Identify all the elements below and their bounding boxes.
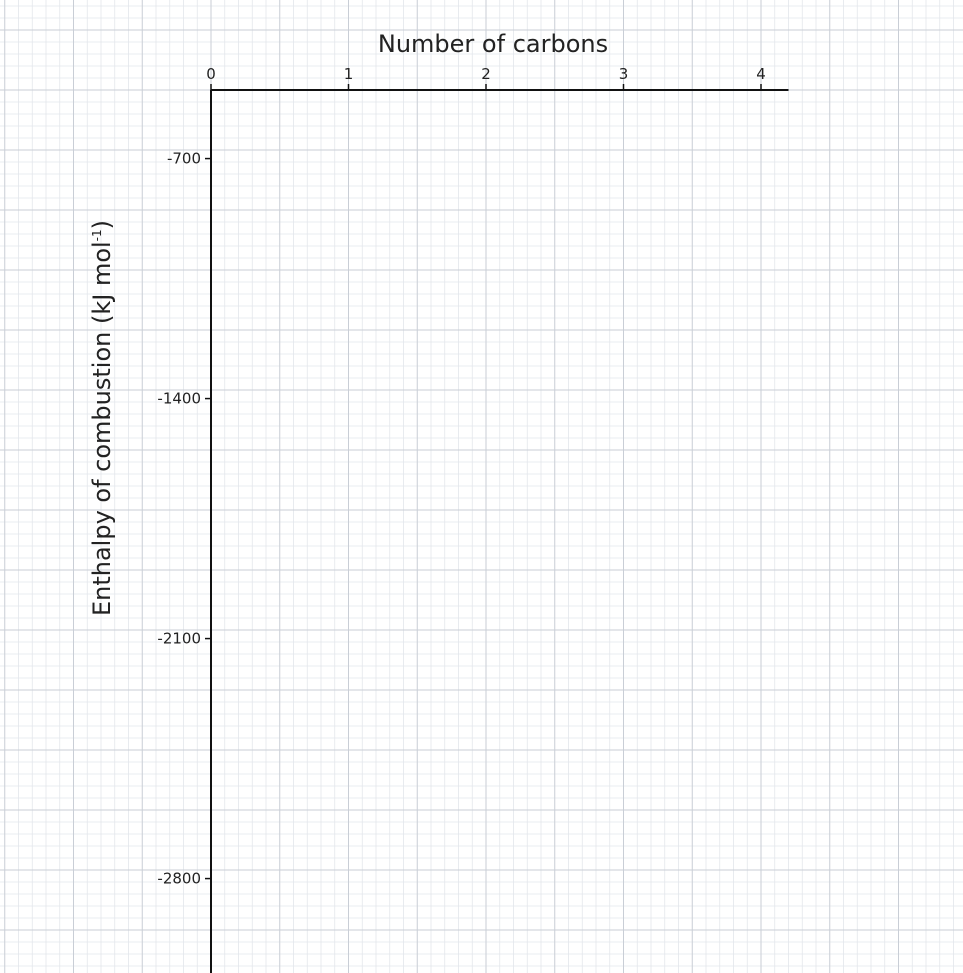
x-tick-label: 4: [756, 65, 766, 83]
y-axis-title-suffix: ): [88, 220, 116, 229]
y-axis-title-superscript: -1: [90, 229, 104, 241]
axes: [210, 89, 789, 973]
y-axis-title-main: Enthalpy of combustion (kJ mol: [88, 241, 116, 616]
x-tick-label: 0: [206, 65, 216, 83]
x-axis-title: Number of carbons: [378, 30, 608, 58]
x-tick-label: 2: [481, 65, 491, 83]
x-tick-label: 1: [344, 65, 354, 83]
y-tick-label: -700: [167, 150, 201, 168]
ticks: 0 1 2 3 4 -700 -1400 -2100 -2800: [157, 65, 765, 888]
y-tick-label: -1400: [157, 390, 201, 408]
y-tick-label: -2800: [157, 870, 201, 888]
x-tick-label: 3: [619, 65, 629, 83]
y-tick-label: -2100: [157, 630, 201, 648]
y-axis-title: Enthalpy of combustion (kJ mol-1): [88, 220, 116, 616]
